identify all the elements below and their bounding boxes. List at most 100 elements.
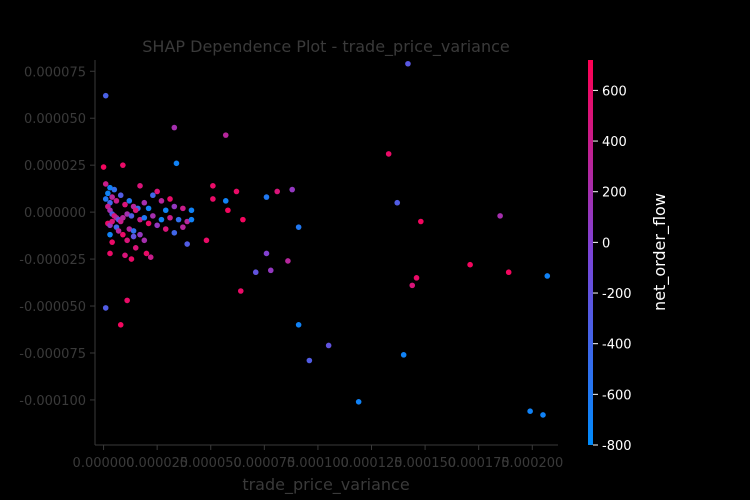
scatter-point: [385, 151, 392, 157]
scatter-point: [107, 250, 113, 257]
scatter-point: [173, 160, 180, 167]
scatter-point: [154, 188, 160, 195]
scatter-point: [124, 211, 130, 217]
y-tick-label: 0.000025: [24, 159, 86, 174]
scatter-point: [141, 214, 148, 221]
colorbar-gradient: [588, 60, 593, 445]
scatter-point: [325, 342, 332, 349]
scatter-point: [162, 226, 169, 232]
scatter-point: [143, 250, 150, 257]
scatter-point: [210, 183, 216, 189]
scatter-point: [527, 408, 533, 414]
scatter-point: [124, 297, 130, 304]
scatter-point: [117, 192, 124, 199]
scatter-points: [100, 60, 551, 418]
x-tick-label: 0.000050: [180, 456, 242, 471]
scatter-point: [105, 190, 111, 197]
scatter-point: [274, 188, 280, 195]
scatter-point: [203, 237, 210, 244]
scatter-point: [162, 207, 169, 214]
scatter-point: [102, 196, 109, 202]
scatter-point: [107, 231, 113, 238]
colorbar-tick-label: -400: [602, 338, 632, 353]
scatter-point: [497, 213, 503, 219]
x-tick-label: 0.000125: [340, 456, 402, 471]
scatter-point: [171, 229, 178, 236]
scatter-point: [237, 288, 244, 294]
scatter-point: [233, 188, 240, 195]
y-tick-label: 0.000000: [24, 206, 86, 221]
scatter-point: [102, 92, 109, 99]
y-tick-label: 0.000075: [24, 65, 86, 80]
colorbar-tick-label: -800: [602, 439, 632, 454]
colorbar: -800 -600 -400 -200 0 200 400 600 net_order_flo…: [588, 60, 670, 454]
scatter-point: [122, 201, 128, 208]
scatter-point: [267, 267, 274, 274]
x-tick-label: 0.000000: [73, 456, 135, 471]
scatter-point: [132, 245, 139, 251]
colorbar-tick-label: 0: [602, 236, 610, 251]
scatter-point: [107, 184, 113, 191]
scatter-point: [505, 269, 512, 276]
x-tick-label: 0.000075: [233, 456, 295, 471]
scatter-point: [263, 194, 270, 200]
scatter-point: [126, 226, 133, 232]
scatter-point: [130, 228, 137, 234]
scatter-point: [171, 124, 178, 131]
scatter-point: [394, 199, 401, 206]
x-axis-label: trade_price_variance: [242, 475, 409, 495]
scatter-point: [240, 216, 246, 223]
colorbar-tick-label: -600: [602, 388, 632, 403]
scatter-point: [400, 352, 407, 358]
x-ticks: 0.0000000.0000250.0000500.0000750.000100…: [73, 445, 563, 471]
scatter-point: [184, 241, 190, 247]
scatter-point: [100, 164, 107, 170]
scatter-point: [295, 322, 302, 328]
scatter-point: [130, 233, 137, 240]
scatter-point: [289, 186, 296, 193]
x-tick-label: 0.000100: [287, 456, 349, 471]
scatter-point: [102, 305, 109, 311]
scatter-point: [210, 196, 216, 202]
scatter-point: [180, 205, 186, 212]
scatter-point: [544, 273, 551, 279]
chart-title: SHAP Dependence Plot - trade_price_varia…: [142, 37, 510, 57]
scatter-point: [355, 399, 362, 405]
scatter-point: [222, 198, 229, 204]
scatter-point: [180, 224, 186, 230]
scatter-point: [145, 205, 152, 212]
scatter-point: [137, 231, 143, 238]
scatter-point: [117, 322, 124, 328]
scatter-point: [225, 207, 231, 214]
scatter-point: [120, 162, 126, 168]
colorbar-label: net_order_flow: [650, 193, 670, 311]
scatter-point: [188, 216, 195, 223]
plot-area: -0.000100 -0.000075 -0.000050 -0.000025 0.00…: [19, 60, 563, 471]
y-tick-label: -0.000100: [19, 394, 86, 409]
scatter-point: [120, 214, 126, 221]
scatter-point: [409, 282, 416, 289]
x-tick-label: 0.000175: [448, 456, 510, 471]
scatter-point: [285, 258, 291, 264]
y-tick-label: -0.000050: [19, 300, 86, 315]
y-tick-label: -0.000075: [19, 347, 86, 362]
scatter-point: [115, 228, 122, 234]
scatter-point: [540, 412, 546, 418]
scatter-point: [109, 218, 115, 225]
scatter-point: [128, 256, 135, 262]
scatter-point: [102, 181, 109, 187]
y-ticks: -0.000100 -0.000075 -0.000050 -0.000025 0.00…: [19, 65, 95, 409]
scatter-point: [137, 216, 143, 223]
scatter-point: [111, 186, 118, 193]
scatter-point: [145, 220, 152, 227]
colorbar-ticks: -800 -600 -400 -200 0 200 400 600: [593, 84, 632, 454]
scatter-point: [418, 218, 424, 225]
colorbar-tick-label: 200: [602, 186, 627, 201]
scatter-point: [109, 194, 115, 200]
scatter-point: [150, 192, 156, 199]
scatter-point: [252, 269, 259, 276]
scatter-point: [295, 224, 302, 230]
x-tick-label: 0.000150: [394, 456, 456, 471]
y-tick-label: 0.000050: [24, 112, 86, 127]
scatter-point: [113, 198, 120, 204]
